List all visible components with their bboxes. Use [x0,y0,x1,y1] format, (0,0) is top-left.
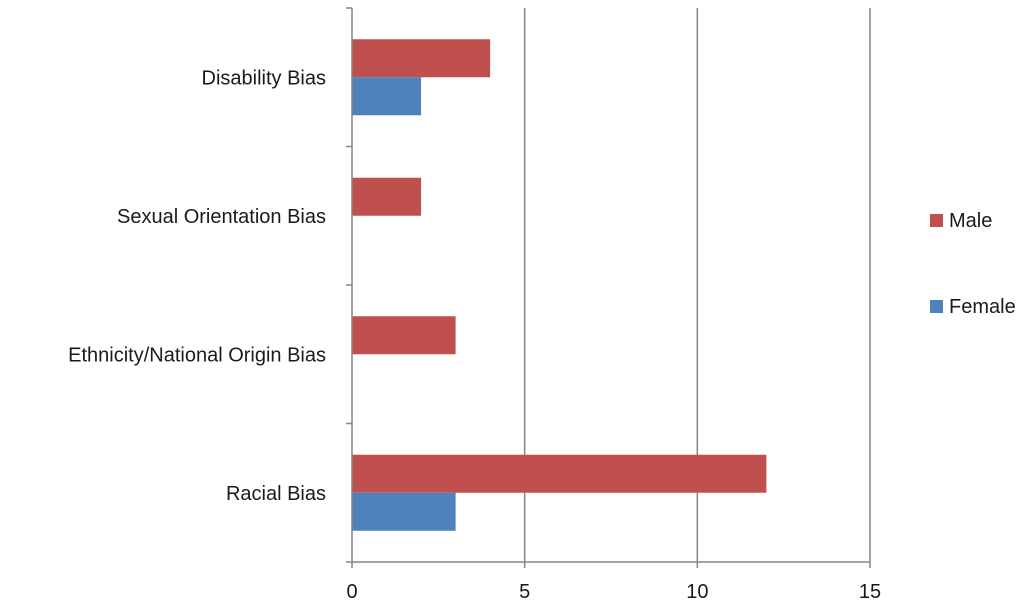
category-label: Ethnicity/National Origin Bias [68,344,326,366]
category-label: Racial Bias [226,483,326,505]
bars [352,39,767,531]
x-tick-label: 10 [686,581,708,603]
x-tick-label: 0 [346,581,357,603]
category-label: Sexual Orientation Bias [117,206,326,228]
legend-label-female: Female [949,296,1016,318]
bar-male [352,177,422,216]
legend-swatch-female [930,300,943,313]
legend: Male Female [930,210,1016,318]
x-tick-label: 15 [859,581,881,603]
axes [346,7,871,568]
bar-male [352,316,456,355]
bar-male [352,39,491,78]
legend-swatch-male [930,214,943,227]
x-tick-label: 5 [519,581,530,603]
bar-female [352,492,456,531]
bar-female [352,77,422,116]
legend-label-male: Male [949,210,992,232]
category-label: Disability Bias [202,67,326,89]
labels: Racial Bias Ethnicity/National Origin Bia… [68,67,881,603]
bar-male [352,454,767,493]
